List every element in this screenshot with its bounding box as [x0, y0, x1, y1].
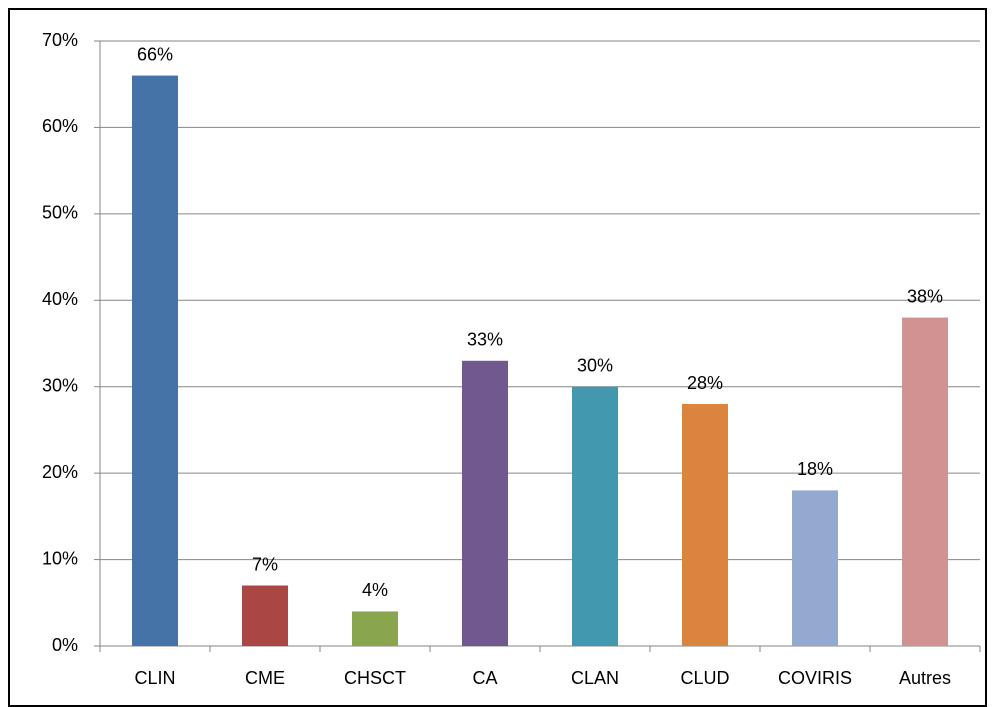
- bar: [462, 360, 508, 646]
- data-label: 30%: [577, 355, 613, 375]
- x-tick-label: CLAN: [571, 668, 619, 688]
- y-tick-label: 70%: [42, 30, 78, 50]
- x-tick-label: CHSCT: [344, 668, 406, 688]
- y-tick-label: 40%: [42, 289, 78, 309]
- data-label: 28%: [687, 373, 723, 393]
- y-tick-label: 50%: [42, 203, 78, 223]
- bar: [572, 386, 618, 646]
- bar: [132, 75, 178, 647]
- bar: [352, 611, 398, 646]
- data-label: 33%: [467, 330, 503, 350]
- data-label: 7%: [252, 554, 278, 574]
- x-tick-label: COVIRIS: [778, 668, 852, 688]
- x-tick-label: CLUD: [680, 668, 729, 688]
- y-tick-label: 0%: [52, 635, 78, 655]
- x-tick-label: CLIN: [134, 668, 175, 688]
- data-label: 18%: [797, 459, 833, 479]
- y-tick-label: 60%: [42, 116, 78, 136]
- bar: [682, 404, 728, 646]
- x-tick-label: CA: [472, 668, 497, 688]
- bar: [792, 490, 838, 646]
- bar: [902, 317, 948, 646]
- x-tick-label: CME: [245, 668, 285, 688]
- x-tick-label: Autres: [899, 668, 951, 688]
- y-tick-label: 20%: [42, 462, 78, 482]
- y-tick-label: 30%: [42, 375, 78, 395]
- bar: [242, 585, 288, 646]
- data-label: 66%: [137, 44, 173, 64]
- y-tick-label: 10%: [42, 548, 78, 568]
- data-label: 4%: [362, 580, 388, 600]
- data-label: 38%: [907, 286, 943, 306]
